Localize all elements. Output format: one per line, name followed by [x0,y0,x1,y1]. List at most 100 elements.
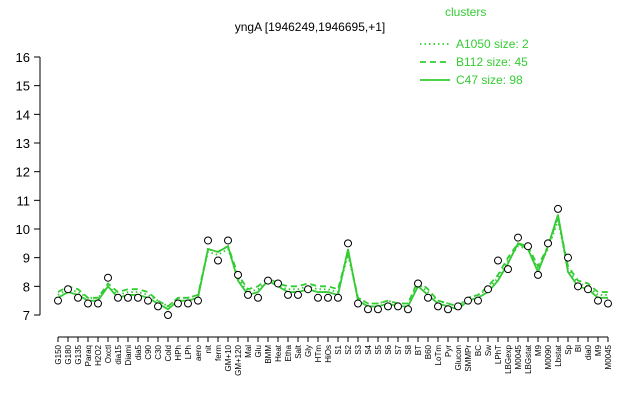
x-tick-label: dia5 [134,344,143,360]
x-tick-label: Gly [304,345,313,357]
x-tick-label: HTm [314,345,323,363]
x-tick-label: LBGexp [504,344,513,373]
x-tick-label: Sw [484,345,493,356]
x-tick-label: S2 [344,344,353,354]
x-tick-label: LBGstat [524,344,533,374]
x-tick-label: S7 [394,344,403,354]
x-tick-label: Glucon [454,345,463,370]
data-point [174,299,182,308]
x-tick-label: Bl [574,345,583,352]
y-tick-label: 11 [17,193,31,208]
x-tick-label: S1 [334,344,343,354]
x-tick-label: G150 [54,344,63,364]
data-point [64,285,72,294]
data-point [244,290,252,299]
x-tick-label: GM+10 [224,344,233,371]
data-point [354,299,362,308]
data-point [554,204,562,213]
data-point [404,305,412,314]
data-point [204,236,212,245]
data-point [114,293,122,302]
x-tick-label: Heat [274,344,283,362]
data-point [574,282,582,291]
data-point [264,276,272,285]
series-line [57,217,608,308]
y-tick-label: 8 [23,279,30,294]
data-point [514,233,522,242]
x-tick-label: G180 [64,344,73,364]
data-point [54,296,62,305]
y-tick-label: 15 [16,79,30,94]
x-tick-label: S4 [364,344,373,354]
data-point [434,302,442,311]
data-point [234,270,242,279]
data-point [414,279,422,288]
x-tick-label: C30 [154,344,163,359]
data-point [314,293,322,302]
data-point [424,293,432,302]
x-tick-label: GM+120 [234,344,243,375]
data-point [484,285,492,294]
x-tick-label: M0090 [544,344,553,369]
x-tick-label: nit [204,344,213,353]
x-tick-label: LoTm [434,345,443,366]
data-point [284,290,292,299]
data-point [324,293,332,302]
legend-label: A1050 size: 2 [456,37,529,51]
x-tick-label: Pyr [444,345,453,357]
data-point [304,285,312,294]
x-tick-label: S6 [384,344,393,354]
x-tick-label: Paraq [84,345,93,366]
data-point [194,296,202,305]
x-tick-label: BC [474,345,483,356]
x-tick-label: G135 [74,344,83,364]
x-tick-label: HPh [174,345,183,361]
x-tick-label: S3 [354,344,363,354]
x-tick-label: M9 [594,344,603,356]
x-tick-label: Mal [244,345,253,358]
x-tick-label: S8 [404,344,413,354]
data-point [564,253,572,262]
data-point [384,302,392,311]
x-tick-label: BT [414,345,423,355]
x-tick-label: dia0 [584,344,593,360]
data-point [444,305,452,314]
data-point [254,293,262,302]
x-tick-label: Salt [294,344,303,359]
data-point [474,296,482,305]
x-tick-label: Etha [284,344,293,361]
data-point [274,279,282,288]
y-tick-label: 9 [23,251,30,266]
data-point [224,236,232,245]
x-tick-label: Diami [124,345,133,366]
data-point [104,273,112,282]
x-tick-label: B60 [424,344,433,359]
data-point [294,290,302,299]
data-point [594,296,602,305]
data-point [154,302,162,311]
data-point [344,239,352,248]
x-tick-label: M9 [534,344,543,356]
data-point [504,265,512,274]
legend-title: clusters [445,5,486,19]
data-point [124,293,132,302]
data-point [534,270,542,279]
x-tick-label: SMMPr [464,345,473,372]
data-point [164,311,172,319]
data-point [94,299,102,308]
x-tick-label: LPhT [494,345,503,364]
x-tick-label: aero [194,344,203,361]
x-tick-label: BMM [264,345,273,364]
x-tick-label: HiOs [324,345,333,363]
x-tick-label: H2O2 [94,344,103,365]
x-tick-label: M0045 [514,344,523,369]
data-point [214,256,222,265]
legend-label: B112 size: 45 [456,55,528,69]
x-tick-label: Glu [254,345,263,357]
data-point [74,293,82,302]
data-point [584,285,592,294]
x-tick-label: dia15 [114,344,123,364]
data-point [544,239,552,248]
data-point [464,296,472,305]
